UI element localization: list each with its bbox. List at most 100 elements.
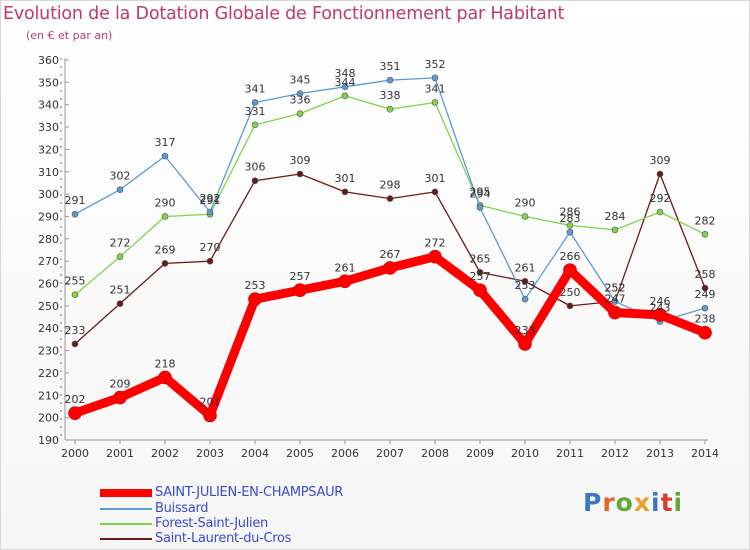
x-tick-label: 2002 <box>151 447 179 460</box>
y-tick-label: 250 <box>38 300 59 313</box>
data-label: 309 <box>650 154 671 167</box>
data-label: 269 <box>155 243 176 256</box>
y-tick-label: 300 <box>38 188 59 201</box>
data-point <box>431 74 439 82</box>
x-tick-label: 2004 <box>241 447 269 460</box>
y-tick-label: 200 <box>38 412 59 425</box>
data-point <box>518 337 532 351</box>
data-point <box>158 370 172 385</box>
data-point <box>161 260 169 267</box>
data-point <box>473 283 487 298</box>
data-point <box>428 249 442 264</box>
legend-item-forest: Forest-Saint-Julien <box>100 516 390 532</box>
data-point <box>386 76 394 84</box>
x-tick-label: 2000 <box>61 447 89 460</box>
data-point <box>386 105 394 113</box>
data-point <box>608 305 622 320</box>
data-label: 266 <box>560 250 581 263</box>
data-label: 291 <box>200 194 221 207</box>
data-point <box>521 277 529 285</box>
data-label: 283 <box>560 212 581 225</box>
data-point <box>653 308 667 322</box>
data-point <box>71 291 79 299</box>
data-label: 298 <box>380 179 401 192</box>
data-label: 251 <box>110 284 131 297</box>
data-point <box>656 170 664 178</box>
data-label: 317 <box>155 136 176 149</box>
data-point <box>161 152 169 160</box>
data-label: 270 <box>200 241 221 254</box>
y-tick-label: 260 <box>38 278 59 291</box>
y-tick-label: 310 <box>38 166 59 179</box>
chart-title: Evolution de la Dotation Globale de Fonc… <box>3 4 565 24</box>
data-point <box>116 186 124 193</box>
data-label: 286 <box>560 205 581 218</box>
data-label: 292 <box>650 192 671 205</box>
data-label: 257 <box>470 270 491 283</box>
data-label: 253 <box>245 279 266 292</box>
data-label: 247 <box>605 293 626 306</box>
x-tick-label: 2012 <box>601 447 629 460</box>
legend-item-saint-julien: SAINT-JULIEN-EN-CHAMPSAUR <box>100 485 390 501</box>
data-point <box>296 110 304 117</box>
y-tick-label: 320 <box>38 143 59 156</box>
x-tick-label: 2001 <box>106 447 134 460</box>
data-label: 272 <box>110 237 131 250</box>
y-tick-label: 340 <box>38 99 59 112</box>
data-label: 301 <box>425 172 446 185</box>
data-point <box>206 257 214 265</box>
data-point <box>563 263 577 277</box>
y-tick-label: 350 <box>38 76 59 89</box>
legend-label: Saint-Laurent-du-Cros <box>155 531 292 546</box>
data-point <box>251 99 259 106</box>
data-point <box>698 325 712 340</box>
data-label: 202 <box>65 393 86 406</box>
data-label: 302 <box>110 170 131 183</box>
x-tick-label: 2006 <box>331 447 359 460</box>
legend-label: Forest-Saint-Julien <box>155 516 269 531</box>
y-tick-label: 240 <box>38 322 59 335</box>
data-label: 238 <box>695 313 716 326</box>
data-point <box>611 298 619 305</box>
data-point <box>203 408 217 423</box>
data-point <box>383 261 397 275</box>
data-point <box>296 170 304 178</box>
data-point <box>116 300 124 307</box>
data-point <box>701 284 709 292</box>
x-tick-label: 2013 <box>646 447 674 460</box>
y-tick-label: 190 <box>38 434 59 447</box>
chart-subtitle: (en € et par an) <box>26 29 113 42</box>
data-label: 233 <box>515 324 536 337</box>
data-point <box>476 269 484 276</box>
data-label: 209 <box>110 378 131 391</box>
legend-swatch <box>100 508 152 510</box>
data-point <box>611 226 619 234</box>
data-label: 295 <box>470 185 491 198</box>
data-label: 250 <box>560 286 581 299</box>
data-point <box>566 222 574 229</box>
data-label: 253 <box>515 279 536 292</box>
data-label: 336 <box>290 94 311 107</box>
data-label: 291 <box>65 194 86 207</box>
data-point <box>656 208 664 216</box>
y-tick-label: 280 <box>38 233 59 246</box>
y-tick-label: 360 <box>38 54 59 67</box>
data-label: 282 <box>695 214 716 227</box>
y-tick-label: 270 <box>38 255 59 268</box>
data-point <box>113 390 127 405</box>
data-label: 341 <box>425 82 446 95</box>
data-point <box>341 83 349 91</box>
data-point <box>341 92 349 100</box>
y-tick-label: 290 <box>38 210 59 223</box>
data-label: 306 <box>245 161 266 174</box>
data-label: 218 <box>155 357 176 370</box>
data-point <box>431 99 439 106</box>
legend-label: Buissard <box>155 501 209 516</box>
data-label: 341 <box>245 82 266 95</box>
data-point <box>296 90 304 97</box>
data-label: 344 <box>335 76 356 89</box>
data-point <box>701 231 709 238</box>
data-label: 265 <box>470 252 491 265</box>
x-tick-label: 2014 <box>691 447 719 460</box>
